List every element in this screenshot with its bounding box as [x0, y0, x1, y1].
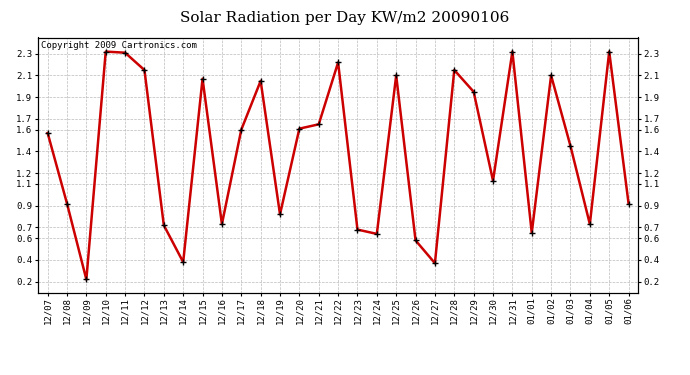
Text: Copyright 2009 Cartronics.com: Copyright 2009 Cartronics.com — [41, 41, 197, 50]
Text: Solar Radiation per Day KW/m2 20090106: Solar Radiation per Day KW/m2 20090106 — [180, 11, 510, 25]
